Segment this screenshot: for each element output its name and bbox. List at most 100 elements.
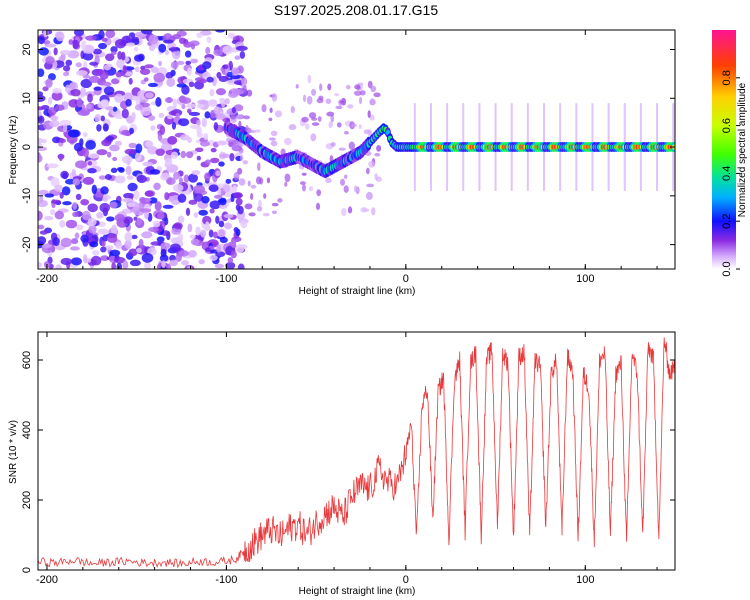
noise-blob bbox=[172, 49, 181, 60]
colorbar-tick-label: 0.4 bbox=[721, 166, 733, 181]
noise-blob bbox=[62, 201, 72, 206]
noise-blob bbox=[117, 51, 123, 60]
noise-blob bbox=[154, 201, 162, 211]
noise-blob bbox=[233, 171, 240, 181]
noise-blob bbox=[250, 184, 257, 189]
noise-blob bbox=[144, 261, 151, 269]
noise-blob bbox=[330, 142, 336, 147]
noise-blob bbox=[43, 40, 51, 45]
noise-blob bbox=[299, 181, 306, 185]
noise-blob bbox=[65, 219, 78, 229]
noise-blob bbox=[101, 99, 110, 108]
noise-blob bbox=[105, 30, 116, 39]
noise-blob bbox=[362, 208, 370, 212]
noise-blob bbox=[235, 198, 243, 206]
noise-blob bbox=[72, 211, 79, 217]
noise-blob bbox=[230, 239, 237, 248]
noise-blob bbox=[38, 146, 48, 151]
snr-plot bbox=[38, 337, 675, 569]
noise-blob bbox=[46, 163, 59, 169]
noise-blob bbox=[243, 115, 251, 120]
noise-blob bbox=[235, 114, 243, 120]
noise-blob bbox=[216, 71, 222, 79]
noise-blob bbox=[172, 200, 178, 206]
noise-blob bbox=[347, 104, 354, 109]
noise-blob bbox=[168, 47, 181, 52]
noise-blob bbox=[277, 198, 283, 203]
colorbar-tick-label: 0.0 bbox=[721, 261, 733, 276]
noise-blob bbox=[109, 144, 120, 152]
noise-blob bbox=[367, 129, 372, 137]
x-tick-label: -100 bbox=[215, 273, 237, 285]
noise-blob bbox=[47, 96, 53, 105]
noise-blob bbox=[158, 43, 167, 53]
noise-blob bbox=[113, 256, 126, 264]
noise-blob bbox=[115, 241, 123, 250]
colorbar-tick-label: 0.2 bbox=[721, 214, 733, 229]
noise-blob bbox=[177, 233, 184, 242]
noise-blob bbox=[153, 182, 161, 191]
noise-blob bbox=[210, 157, 220, 164]
noise-blob bbox=[50, 115, 59, 121]
x-tick-label: -100 bbox=[215, 574, 237, 586]
noise-blob bbox=[210, 147, 217, 153]
noise-blob bbox=[93, 86, 103, 91]
noise-blob bbox=[75, 62, 82, 68]
noise-blob bbox=[54, 104, 65, 111]
noise-blob bbox=[209, 208, 215, 214]
noise-blob bbox=[177, 193, 187, 203]
noise-blob bbox=[288, 124, 297, 131]
noise-blob bbox=[131, 36, 140, 43]
noise-blob bbox=[105, 106, 114, 111]
noise-blob bbox=[203, 132, 209, 141]
noise-blob bbox=[139, 68, 151, 75]
spectrogram-ylabel: Frequency (Hz) bbox=[8, 116, 19, 185]
noise-blob bbox=[106, 216, 115, 222]
noise-blob bbox=[193, 192, 204, 202]
noise-blob bbox=[188, 81, 195, 88]
noise-blob bbox=[196, 132, 204, 138]
noise-blob bbox=[250, 192, 254, 201]
noise-blob bbox=[124, 148, 137, 155]
noise-blob bbox=[218, 204, 228, 210]
noise-blob bbox=[215, 113, 226, 120]
noise-blob bbox=[122, 197, 133, 203]
noise-blob bbox=[71, 169, 76, 177]
noise-blob bbox=[339, 100, 345, 104]
noise-blob bbox=[170, 151, 179, 159]
noise-blob bbox=[38, 236, 47, 245]
colorbar-tick-label: 0.6 bbox=[721, 118, 733, 133]
noise-blob bbox=[110, 167, 118, 174]
noise-blob bbox=[229, 74, 241, 80]
noise-blob bbox=[316, 98, 324, 104]
noise-blob bbox=[194, 147, 204, 153]
snr-series-line bbox=[38, 337, 675, 569]
noise-blob bbox=[104, 174, 112, 181]
noise-blob bbox=[188, 173, 198, 183]
y-tick-label: 10 bbox=[21, 92, 33, 104]
noise-blob bbox=[346, 84, 351, 90]
noise-blob bbox=[70, 88, 81, 97]
noise-blob bbox=[178, 177, 183, 185]
noise-blob bbox=[105, 53, 115, 62]
noise-blob bbox=[219, 153, 231, 158]
snr-xlabel: Height of straight line (km) bbox=[299, 586, 416, 597]
noise-blob bbox=[82, 132, 88, 138]
noise-blob bbox=[70, 238, 79, 245]
noise-blob bbox=[145, 140, 154, 148]
noise-blob bbox=[125, 165, 132, 176]
noise-blob bbox=[148, 115, 156, 121]
noise-blob bbox=[257, 162, 261, 172]
noise-blob bbox=[111, 262, 116, 269]
noise-blob bbox=[50, 177, 60, 187]
noise-blob bbox=[172, 184, 184, 192]
noise-blob bbox=[114, 140, 122, 147]
noise-blob bbox=[87, 153, 100, 159]
noise-blob bbox=[343, 185, 349, 193]
noise-blob bbox=[222, 184, 231, 193]
noise-blob bbox=[189, 234, 196, 239]
noise-blob bbox=[134, 104, 144, 111]
noise-blob bbox=[212, 231, 218, 239]
noise-blob bbox=[208, 229, 214, 238]
